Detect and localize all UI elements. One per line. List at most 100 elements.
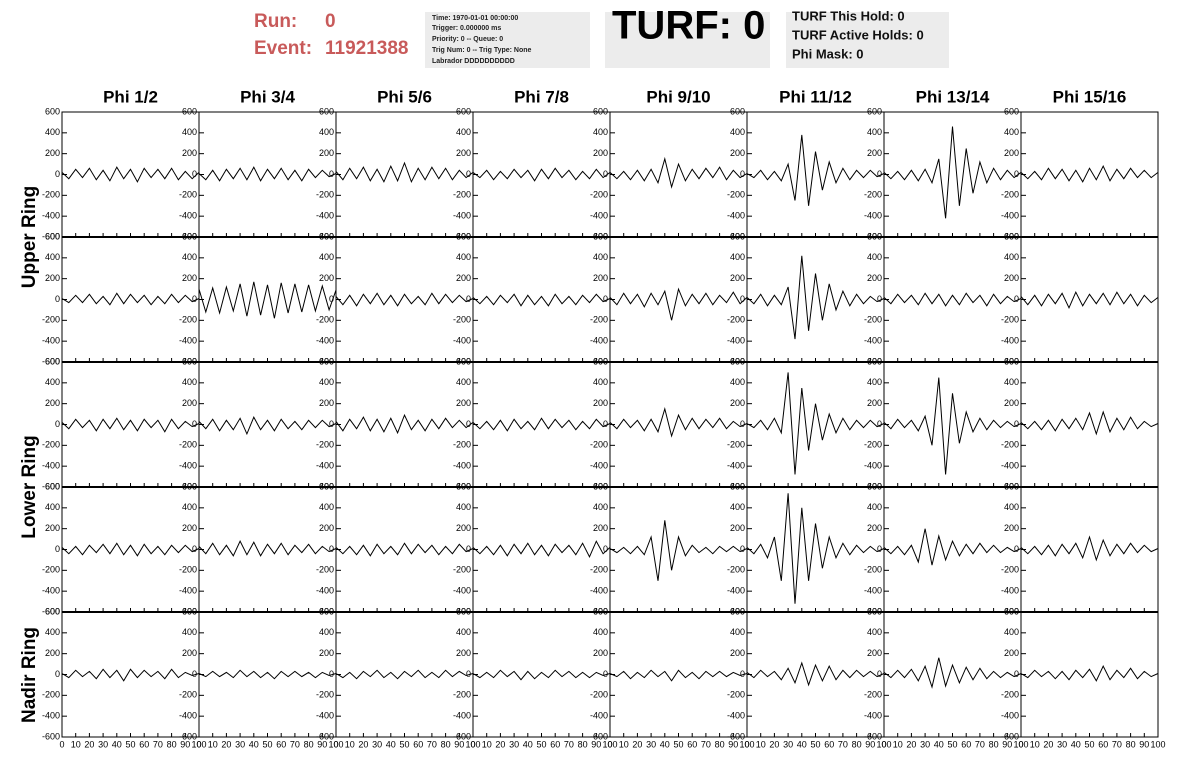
x-tick-label: 0 [881, 739, 886, 749]
y-tick-label: 0 [466, 669, 471, 679]
y-tick-label: 600 [456, 106, 471, 116]
x-tick-label: 70 [701, 739, 711, 749]
y-tick-label: 400 [1004, 377, 1019, 387]
panel-frame [1020, 236, 1159, 363]
x-tick-label: 0 [196, 739, 201, 749]
y-tick-label: 0 [740, 294, 745, 304]
column-title: Phi 5/6 [377, 87, 432, 106]
y-tick-label: 0 [192, 419, 197, 429]
x-tick-label: 80 [578, 739, 588, 749]
y-tick-label: 200 [182, 398, 197, 408]
y-tick-label: -400 [316, 461, 334, 471]
y-tick-label: 200 [867, 148, 882, 158]
info-line: Time: 1970-01-01 00:00:00 [432, 15, 518, 22]
y-tick-label: 200 [730, 273, 745, 283]
y-tick-label: -200 [590, 315, 608, 325]
y-tick-label: -400 [453, 461, 471, 471]
waveform [883, 528, 1022, 566]
x-tick-label: 60 [1098, 739, 1108, 749]
y-tick-label: 200 [593, 148, 608, 158]
y-tick-label: -200 [727, 190, 745, 200]
x-tick-label: 30 [235, 739, 245, 749]
x-tick-label: 10 [482, 739, 492, 749]
x-tick-label: 0 [1018, 739, 1023, 749]
y-tick-label: -200 [42, 690, 60, 700]
waveform [609, 407, 748, 438]
waveform [746, 372, 885, 475]
turf-info: TURF Active Holds: 0 [792, 27, 924, 42]
y-tick-label: 200 [182, 273, 197, 283]
y-tick-label: 400 [456, 252, 471, 262]
y-tick-label: 200 [867, 523, 882, 533]
y-tick-label: -200 [590, 690, 608, 700]
y-tick-label: 400 [45, 127, 60, 137]
y-tick-label: 400 [867, 127, 882, 137]
y-tick-label: 0 [55, 544, 60, 554]
x-tick-label: 90 [1139, 739, 1149, 749]
x-tick-label: 70 [838, 739, 848, 749]
x-tick-label: 90 [180, 739, 190, 749]
x-tick-label: 10 [619, 739, 629, 749]
waveform [746, 255, 885, 340]
y-tick-label: -200 [453, 690, 471, 700]
waveform [198, 166, 337, 182]
waveform [1020, 410, 1159, 436]
y-tick-label: 0 [740, 169, 745, 179]
panel-frame [1020, 361, 1159, 488]
y-tick-label: -400 [1001, 586, 1019, 596]
y-tick-label: 400 [456, 627, 471, 637]
y-tick-label: -200 [179, 440, 197, 450]
waveform [883, 292, 1022, 307]
y-tick-label: 400 [319, 127, 334, 137]
waveform [609, 520, 748, 581]
x-tick-label: 60 [276, 739, 286, 749]
column-title: Phi 15/16 [1053, 87, 1127, 106]
waveform [335, 292, 474, 307]
y-tick-label: 200 [45, 273, 60, 283]
x-tick-label: 80 [852, 739, 862, 749]
x-tick-label: 40 [112, 739, 122, 749]
y-tick-label: 0 [55, 169, 60, 179]
y-tick-label: 0 [603, 294, 608, 304]
info-box [425, 12, 590, 68]
column-title: Phi 7/8 [514, 87, 569, 106]
y-tick-label: 200 [182, 523, 197, 533]
panel-frame [1020, 486, 1159, 613]
y-tick-label: -400 [1001, 211, 1019, 221]
y-tick-label: 400 [456, 502, 471, 512]
y-tick-label: 200 [1004, 148, 1019, 158]
x-tick-label: 80 [989, 739, 999, 749]
y-tick-label: 400 [730, 127, 745, 137]
waveform [1020, 535, 1159, 562]
y-tick-label: -600 [42, 731, 60, 741]
x-tick-label: 70 [153, 739, 163, 749]
y-tick-label: 0 [192, 169, 197, 179]
y-tick-label: 0 [1014, 294, 1019, 304]
y-tick-label: 200 [867, 398, 882, 408]
y-tick-label: -400 [42, 586, 60, 596]
y-tick-label: -400 [864, 211, 882, 221]
waveform [1020, 165, 1159, 183]
y-tick-label: -200 [453, 315, 471, 325]
x-tick-label: 100 [1013, 739, 1028, 749]
y-tick-label: 400 [182, 252, 197, 262]
x-tick-label: 20 [495, 739, 505, 749]
waveform [198, 669, 337, 680]
y-tick-label: 200 [867, 273, 882, 283]
y-tick-label: 200 [1004, 273, 1019, 283]
y-tick-label: -600 [1001, 731, 1019, 741]
y-tick-label: -200 [42, 315, 60, 325]
info-line: Labrador DDDDDDDDDD [432, 58, 515, 65]
y-tick-label: -200 [316, 565, 334, 575]
y-tick-label: -200 [453, 440, 471, 450]
x-tick-label: 10 [756, 739, 766, 749]
y-tick-label: -400 [864, 336, 882, 346]
y-tick-label: 200 [319, 273, 334, 283]
y-tick-label: -400 [453, 711, 471, 721]
x-tick-label: 40 [1071, 739, 1081, 749]
y-tick-label: 200 [182, 648, 197, 658]
y-tick-label: 400 [319, 252, 334, 262]
y-tick-label: -600 [316, 731, 334, 741]
y-tick-label: 0 [192, 294, 197, 304]
x-tick-label: 60 [413, 739, 423, 749]
